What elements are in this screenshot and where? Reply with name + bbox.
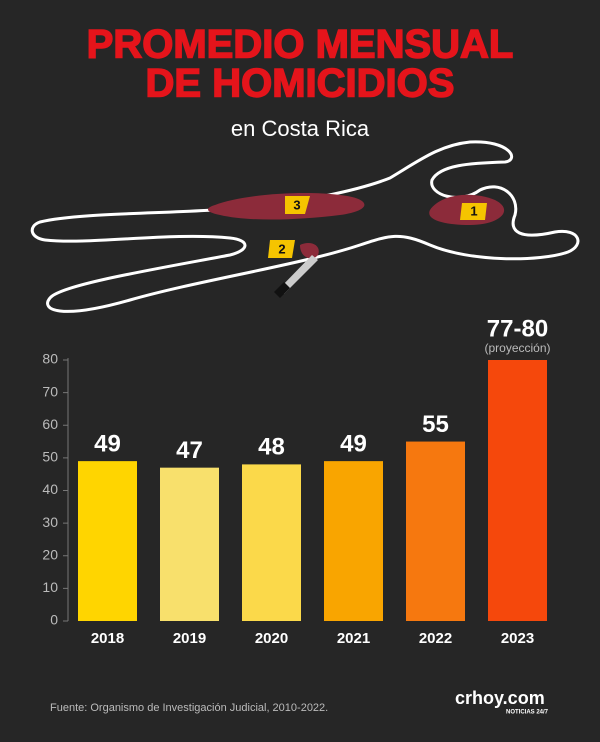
y-tick-label: 30 <box>42 514 58 530</box>
bar <box>488 360 547 621</box>
value-label: 49 <box>94 430 121 457</box>
y-tick-label: 20 <box>42 546 58 562</box>
y-tick-label: 0 <box>50 612 58 628</box>
bar <box>160 467 219 621</box>
brand-tagline: NOTICIAS 24/7 <box>506 710 549 716</box>
source: Fuente: Organismo de Investigación Judic… <box>50 702 328 714</box>
brand: crhoy.com <box>455 688 545 708</box>
annotation: (proyección) <box>484 341 550 355</box>
y-tick-label: 10 <box>42 579 58 595</box>
value-label: 77-80 <box>487 315 548 342</box>
y-tick-label: 50 <box>42 449 58 465</box>
chart-subtitle: en Costa Rica <box>231 116 370 141</box>
illustration <box>30 140 580 313</box>
value-label: 49 <box>340 430 367 457</box>
x-tick-label: 2019 <box>173 630 206 647</box>
x-tick-label: 2018 <box>91 630 124 647</box>
y-tick-label: 80 <box>42 351 58 367</box>
evidence-marker: 3 <box>293 197 300 212</box>
y-tick-label: 40 <box>42 481 58 497</box>
y-tick-label: 60 <box>42 416 58 432</box>
chart-title: DE HOMICIDIOS <box>146 62 455 106</box>
bar <box>406 441 465 621</box>
value-label: 47 <box>176 437 203 464</box>
value-label: 55 <box>422 411 449 438</box>
bar <box>78 461 137 621</box>
evidence-marker: 1 <box>470 203 477 218</box>
x-tick-label: 2022 <box>419 630 452 647</box>
x-tick-label: 2023 <box>501 630 534 647</box>
x-tick-label: 2021 <box>337 630 370 647</box>
bar <box>242 464 301 621</box>
x-tick-label: 2020 <box>255 630 288 647</box>
evidence-marker: 2 <box>278 241 285 256</box>
chart-title: PROMEDIO MENSUAL <box>87 23 514 67</box>
y-tick-label: 70 <box>42 383 58 399</box>
bar <box>324 461 383 621</box>
value-label: 48 <box>258 434 285 461</box>
